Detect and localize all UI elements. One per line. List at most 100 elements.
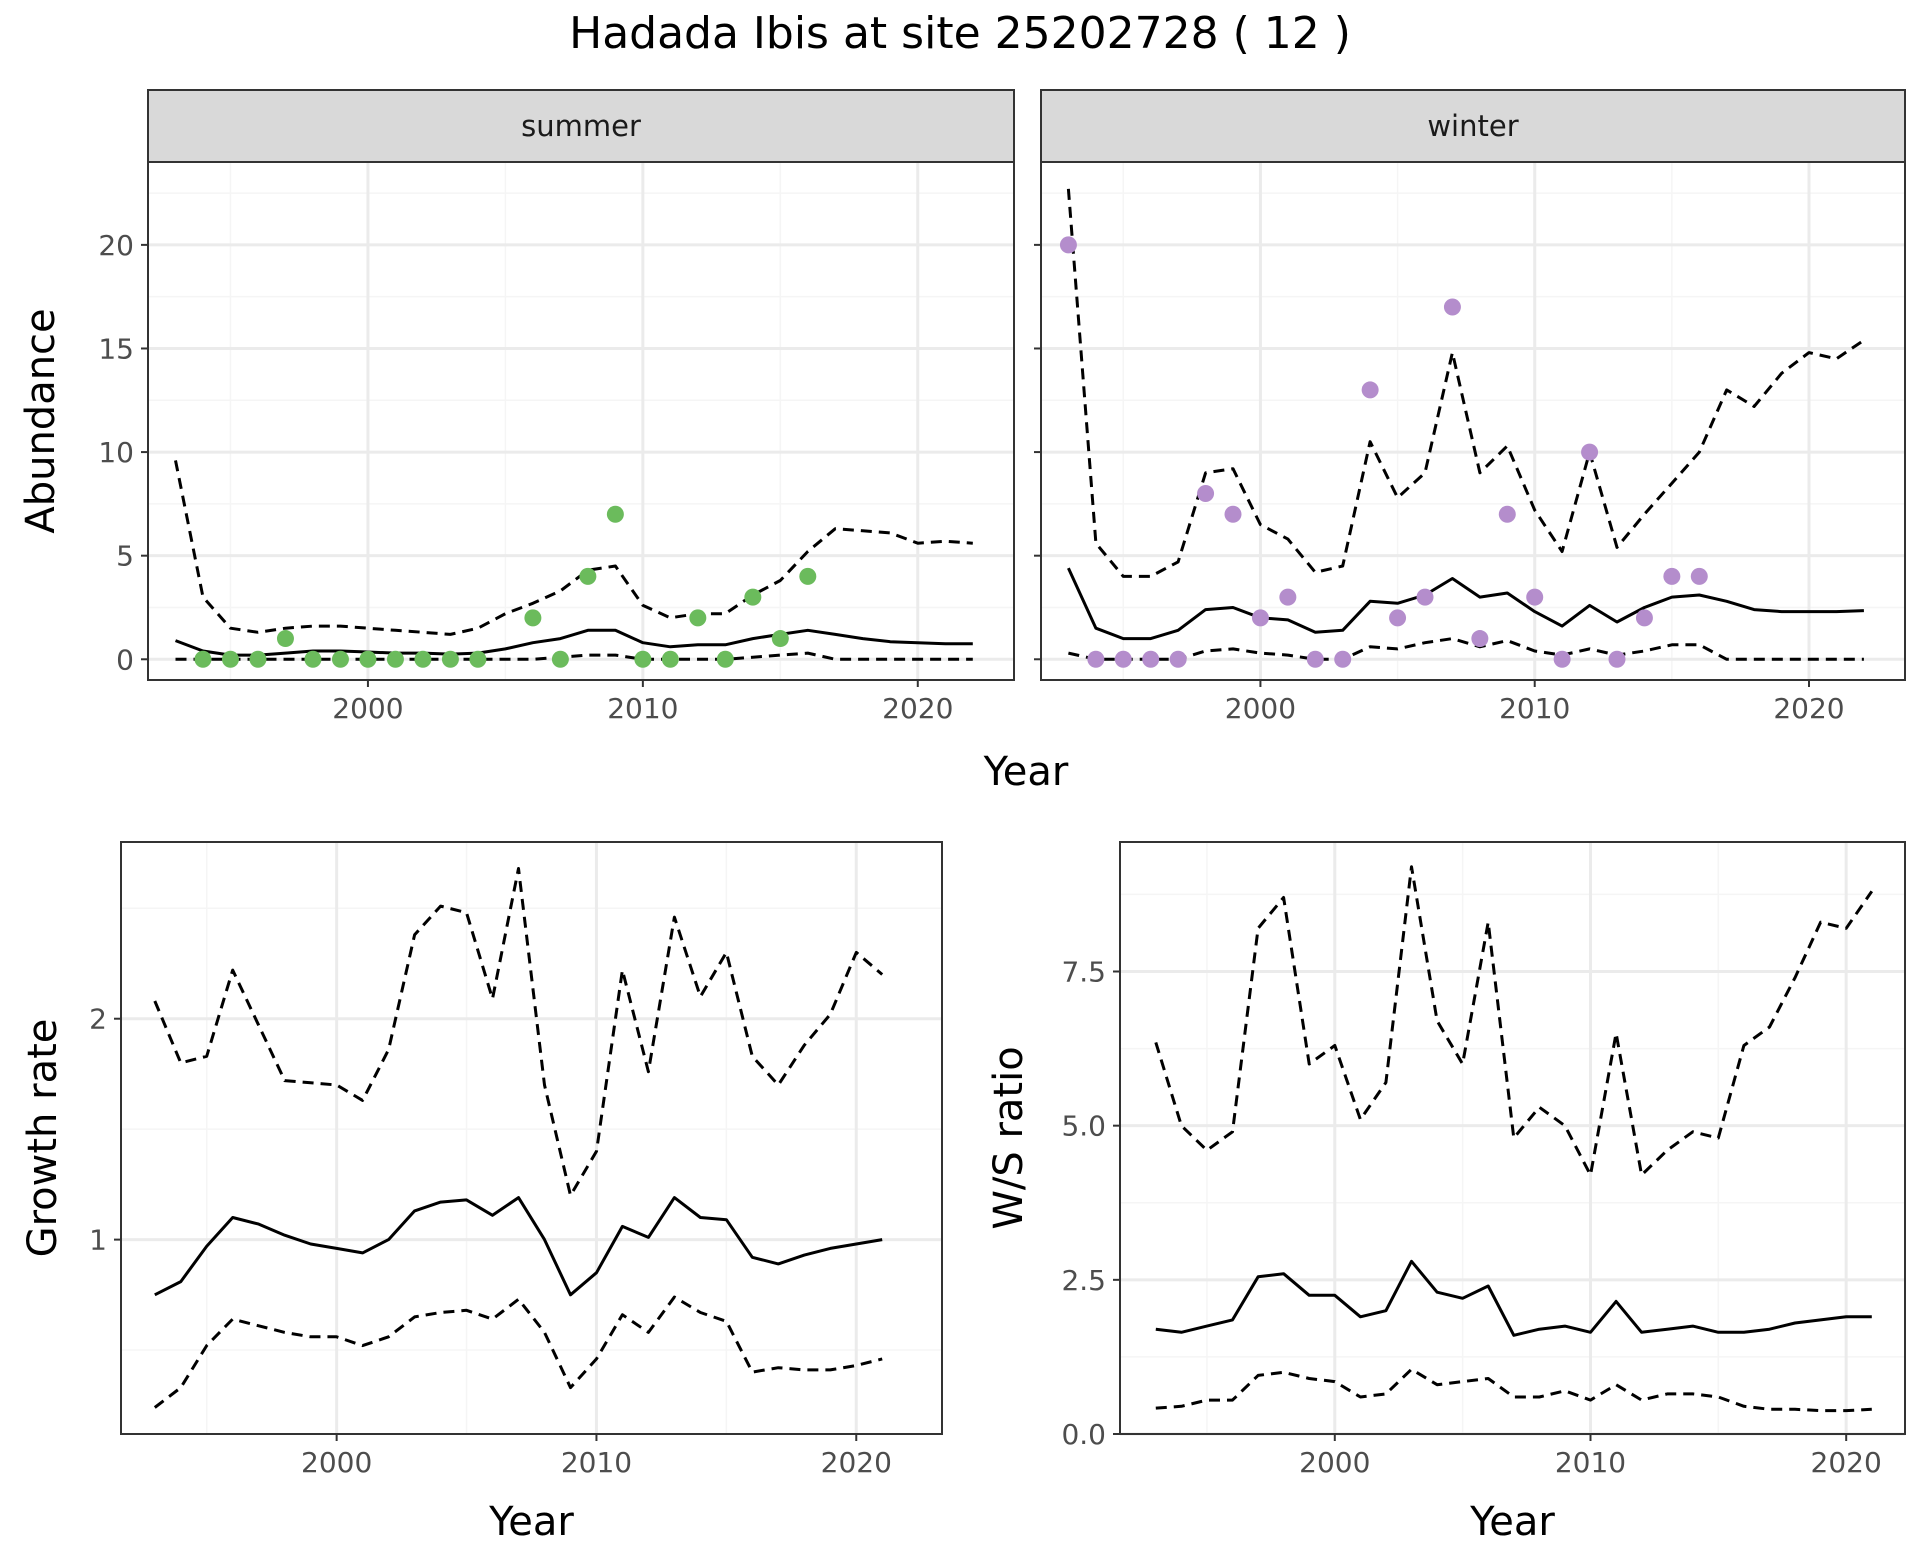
panel-summer: summer 2000 2010 2020 0 5 10 15 20 Abundance <box>18 89 1015 725</box>
solid-series-line-0 <box>174 628 973 657</box>
data-point <box>606 505 624 523</box>
data-point <box>1553 650 1571 668</box>
data-point <box>524 609 542 627</box>
data-point <box>689 609 707 627</box>
data-point <box>1087 650 1105 668</box>
x-tick-label: 2010 <box>607 692 678 725</box>
y-axis-title: W/S ratio <box>986 1046 1032 1229</box>
y-tick-label: 1 <box>89 1224 107 1257</box>
dashed-series-line-1 <box>1154 865 1874 1177</box>
x-tick-label: 2000 <box>332 692 403 725</box>
data-point <box>469 650 487 668</box>
x-tick-label: 2020 <box>1811 1446 1882 1479</box>
panel-background <box>121 842 942 1434</box>
y-tick-label: 0.0 <box>1061 1418 1106 1451</box>
data-point <box>1389 609 1407 627</box>
chart-title: Hadada Ibis at site 25202728 ( 12 ) <box>569 8 1351 59</box>
y-tick-label: 2 <box>89 1003 107 1036</box>
x-axis-title: Year <box>983 749 1069 795</box>
data-point <box>249 650 267 668</box>
x-tick-label: 2020 <box>821 1446 892 1479</box>
data-point <box>1306 650 1324 668</box>
data-point <box>1581 443 1599 461</box>
data-point <box>579 567 597 585</box>
x-tick-label: 2020 <box>882 692 953 725</box>
data-point <box>1279 588 1297 606</box>
data-point <box>194 650 212 668</box>
data-point <box>1224 505 1242 523</box>
panel-chart-2: 2000 2010 2020 1 2 Growth rate Year <box>20 841 943 1545</box>
data-point <box>1334 650 1352 668</box>
data-point <box>1169 650 1187 668</box>
y-tick-label: 5 <box>116 540 134 573</box>
data-point <box>304 650 322 668</box>
data-point <box>1690 567 1708 585</box>
y-tick-label: 15 <box>98 332 134 365</box>
x-tick-label: 2010 <box>1555 1446 1626 1479</box>
panel-background <box>1041 162 1905 680</box>
y-axis-title: Growth rate <box>20 1019 66 1258</box>
dashed-series-line-1 <box>174 460 973 636</box>
data-point <box>744 588 762 606</box>
data-point <box>799 567 817 585</box>
solid-series-line-0 <box>154 1196 883 1297</box>
x-tick-label: 2010 <box>1499 692 1570 725</box>
data-point <box>1114 650 1132 668</box>
y-tick-label: 20 <box>98 229 134 262</box>
x-tick-label: 2010 <box>561 1446 632 1479</box>
y-tick-label: 0 <box>116 643 134 676</box>
data-point <box>1251 609 1269 627</box>
facet-strip <box>1040 89 1906 163</box>
panel-border <box>120 841 943 1435</box>
y-axis-title: Abundance <box>18 308 64 533</box>
data-point <box>331 650 349 668</box>
data-point <box>441 650 459 668</box>
x-tick-label: 2000 <box>1299 1446 1370 1479</box>
data-point <box>1197 485 1215 503</box>
x-tick-label: 2020 <box>1773 692 1844 725</box>
data-point <box>716 650 734 668</box>
x-tick-label: 2000 <box>1225 692 1296 725</box>
data-point <box>1361 381 1379 399</box>
data-point <box>1635 609 1653 627</box>
panel-winter: winter 2000 2010 2020 <box>1034 89 1906 725</box>
data-point <box>1416 588 1434 606</box>
data-point <box>1498 505 1516 523</box>
data-point <box>1663 567 1681 585</box>
series-lines <box>1154 865 1874 1413</box>
data-point <box>634 650 652 668</box>
data-point <box>661 650 679 668</box>
solid-series-line-0 <box>1067 567 1864 641</box>
y-tick-label: 5.0 <box>1061 1110 1106 1143</box>
panel-background <box>148 162 1014 680</box>
x-tick-label: 2000 <box>301 1446 372 1479</box>
dashed-series-line-1 <box>1066 188 1865 578</box>
series-lines <box>153 867 884 1409</box>
dashed-series-line-2 <box>1155 1367 1872 1413</box>
y-tick-label: 2.5 <box>1061 1264 1106 1297</box>
data-point <box>1526 588 1544 606</box>
dashed-series-line-1 <box>153 867 884 1197</box>
data-point <box>221 650 239 668</box>
data-point <box>414 650 432 668</box>
facet-strip-label: winter <box>1427 109 1518 143</box>
facet-strip-label: summer <box>521 109 641 143</box>
x-axis-title: Year <box>488 1499 574 1545</box>
data-point <box>359 650 377 668</box>
panel-chart-3: 2000 2010 2020 0.0 2.5 5.0 7.5 W/S ratio Year <box>986 841 1906 1545</box>
panel-background <box>1120 842 1905 1434</box>
data-point <box>276 630 294 648</box>
data-point <box>1142 650 1160 668</box>
panel-border <box>1119 841 1906 1435</box>
y-tick-label: 10 <box>98 436 134 469</box>
data-point <box>1443 298 1461 316</box>
data-point <box>551 650 569 668</box>
facet-strip <box>147 89 1015 163</box>
data-point <box>1059 236 1077 254</box>
y-tick-label: 7.5 <box>1061 956 1106 989</box>
dashed-series-line-2 <box>1068 637 1864 661</box>
data-point <box>1608 650 1626 668</box>
series-lines <box>1066 188 1865 661</box>
